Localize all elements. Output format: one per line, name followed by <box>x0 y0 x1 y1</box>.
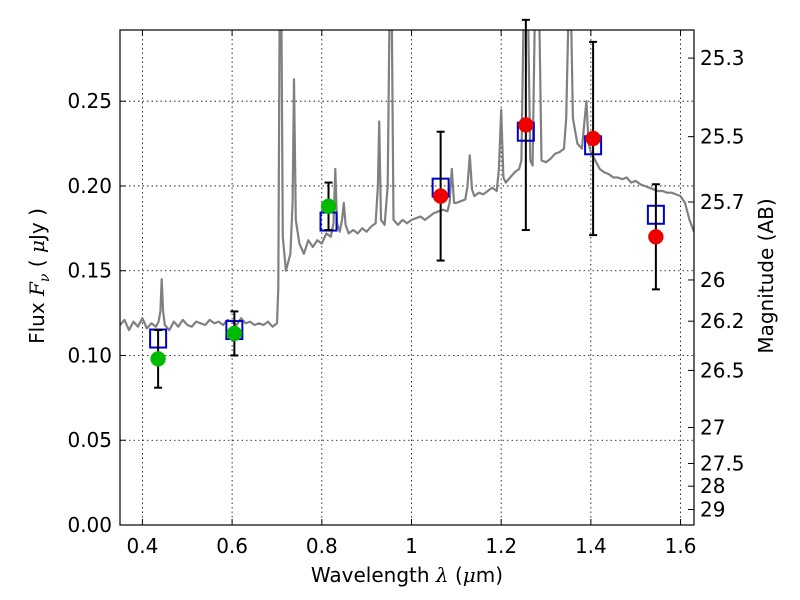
y2-tick-label: 27 <box>700 415 725 439</box>
y2-tick-label: 25.7 <box>700 190 745 214</box>
y2-tick-label: 28 <box>700 474 725 498</box>
x-tick-label: 0.6 <box>216 534 248 558</box>
x-tick-label: 0.4 <box>127 534 159 558</box>
y2-tick-label: 26.2 <box>700 309 745 333</box>
y-tick-label: 0.15 <box>67 259 112 283</box>
observed-point <box>432 188 449 204</box>
y2-tick-label: 29 <box>700 498 725 522</box>
tick-layer: 0.4 0.6 0.8 1 1.2 1.4 1.6 0.00 0.05 0.10 0.15 0.20 0… <box>67 30 745 558</box>
errorbar-layer <box>150 18 664 389</box>
y2-tick-label: 26 <box>700 268 725 292</box>
plot-area <box>120 30 694 525</box>
x-tick-label: 1.4 <box>575 534 607 558</box>
x-tick-label: 1 <box>405 534 418 558</box>
y-tick-label: 0.25 <box>67 89 112 113</box>
y-tick-label: 0.20 <box>67 174 112 198</box>
observed-point <box>648 229 664 245</box>
y2-axis-label: Magnitude (AB) <box>754 198 778 353</box>
observed-point <box>518 117 534 133</box>
observed-point <box>320 198 337 215</box>
x-tick-label: 1.2 <box>485 534 517 558</box>
y2-tick-label: 25.3 <box>700 46 745 70</box>
x-axis-label: Wavelength λ (μm) <box>311 563 503 587</box>
spectrum-line <box>120 30 694 332</box>
y-axis-label: Flux Fν ( μJy ) <box>25 208 53 344</box>
x-tick-label: 0.8 <box>306 534 338 558</box>
observed-point <box>150 351 166 367</box>
y2-tick-label: 27.5 <box>700 451 745 475</box>
y-tick-label: 0.00 <box>67 513 112 537</box>
y2-tick-label: 25.5 <box>700 125 745 149</box>
y-tick-label: 0.05 <box>67 428 112 452</box>
plot-frame <box>119 29 695 526</box>
observed-point <box>226 325 243 342</box>
x-tick-label: 1.6 <box>665 534 697 558</box>
y-tick-label: 0.10 <box>67 343 112 367</box>
observed-point <box>585 130 601 147</box>
y2-tick-label: 26.5 <box>700 358 745 382</box>
